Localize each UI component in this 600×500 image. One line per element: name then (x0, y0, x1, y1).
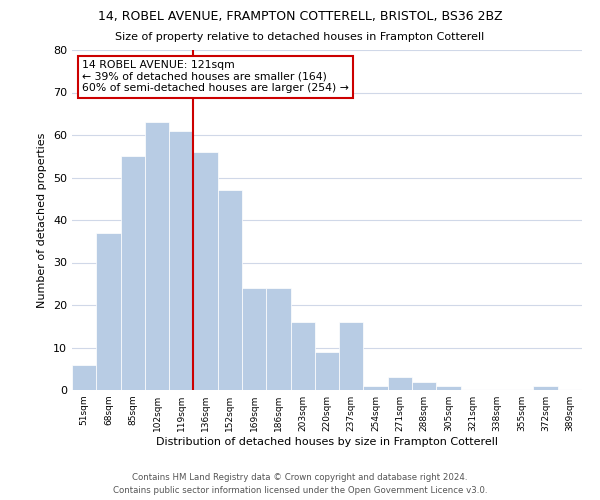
Y-axis label: Number of detached properties: Number of detached properties (37, 132, 47, 308)
Bar (169, 130, 193, 390)
Bar (218, 190, 242, 390)
Text: Size of property relative to detached houses in Frampton Cotterell: Size of property relative to detached ho… (115, 32, 485, 42)
Text: 14, ROBEL AVENUE, FRAMPTON COTTERELL, BRISTOL, BS36 2BZ: 14, ROBEL AVENUE, FRAMPTON COTTERELL, BR… (98, 10, 502, 23)
Text: 14 ROBEL AVENUE: 121sqm
← 39% of detached houses are smaller (164)
60% of semi-d: 14 ROBEL AVENUE: 121sqm ← 39% of detache… (82, 60, 349, 94)
Bar (339, 322, 364, 390)
Bar (193, 152, 218, 390)
Bar (242, 288, 266, 390)
Bar (290, 322, 315, 390)
Bar (266, 288, 290, 390)
Bar (364, 386, 388, 390)
Bar (436, 386, 461, 390)
Bar (96, 233, 121, 390)
Text: Contains HM Land Registry data © Crown copyright and database right 2024.
Contai: Contains HM Land Registry data © Crown c… (113, 474, 487, 495)
Bar (388, 378, 412, 390)
Bar (412, 382, 436, 390)
Bar (72, 364, 96, 390)
Bar (315, 352, 339, 390)
Bar (533, 386, 558, 390)
Bar (145, 122, 169, 390)
Bar (121, 156, 145, 390)
X-axis label: Distribution of detached houses by size in Frampton Cotterell: Distribution of detached houses by size … (156, 437, 498, 447)
